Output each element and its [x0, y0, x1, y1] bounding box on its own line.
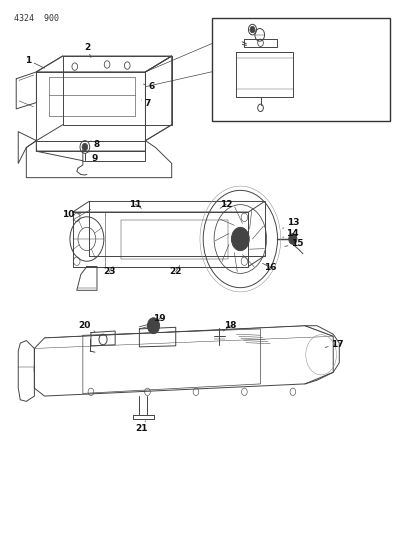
Text: 9: 9 — [89, 153, 98, 163]
Text: 11: 11 — [129, 199, 142, 208]
Text: 16: 16 — [263, 263, 277, 272]
Text: 1: 1 — [25, 56, 44, 68]
Text: 13: 13 — [283, 218, 299, 229]
Text: 18: 18 — [224, 321, 237, 331]
Text: 20: 20 — [79, 321, 95, 332]
Text: 5: 5 — [225, 66, 244, 77]
Text: 19: 19 — [153, 314, 166, 324]
Text: 15: 15 — [285, 239, 303, 248]
Text: 3: 3 — [293, 24, 312, 33]
Text: 23: 23 — [103, 266, 115, 276]
Text: 4324  900: 4324 900 — [14, 14, 59, 23]
Circle shape — [250, 27, 255, 33]
Text: 8: 8 — [91, 140, 100, 149]
Text: 21: 21 — [135, 421, 148, 433]
Circle shape — [289, 233, 297, 244]
Circle shape — [82, 143, 88, 151]
Circle shape — [147, 318, 160, 334]
Bar — [212, 18, 390, 121]
Text: 12: 12 — [220, 199, 233, 208]
Text: 10: 10 — [62, 210, 81, 219]
Text: 7: 7 — [142, 99, 151, 108]
Text: 14: 14 — [283, 229, 299, 238]
Text: 22: 22 — [169, 265, 182, 276]
Text: 4: 4 — [305, 33, 324, 42]
Text: 17: 17 — [325, 340, 344, 349]
Text: 6: 6 — [144, 82, 155, 91]
Circle shape — [231, 228, 249, 251]
Text: 2: 2 — [84, 43, 91, 58]
